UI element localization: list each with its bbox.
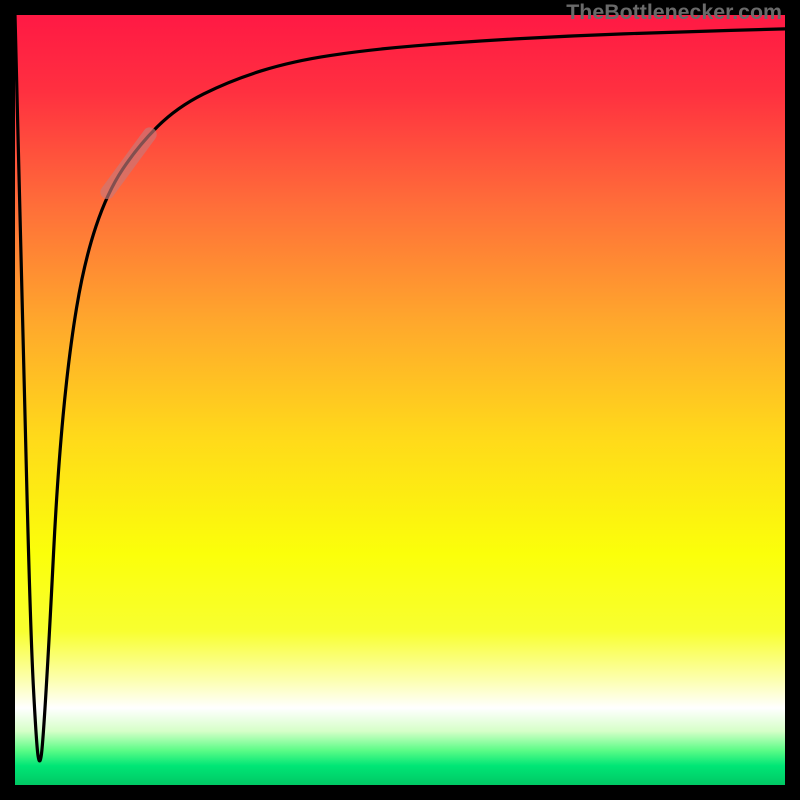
attribution-text: TheBottlenecker.com xyxy=(566,0,782,25)
plot-area xyxy=(15,15,785,785)
background-gradient xyxy=(15,15,785,785)
chart-frame: TheBottlenecker.com xyxy=(0,0,800,800)
